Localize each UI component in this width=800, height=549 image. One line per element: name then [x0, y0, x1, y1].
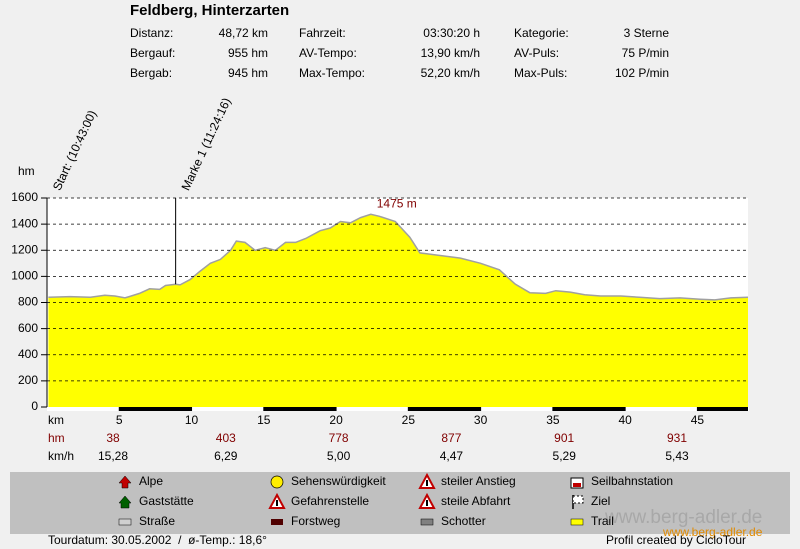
stat-value: 945 hm — [228, 66, 268, 80]
hm-value: 901 — [554, 431, 574, 445]
watermark-small: www.berg-adler.de — [662, 525, 763, 539]
scale-bar — [47, 407, 749, 411]
footer-left: Tourdatum: 30.05.2002 / ø-Temp.: 18,6° — [48, 533, 267, 547]
legend-label: Schotter — [441, 514, 486, 528]
kmh-value: 15,28 — [98, 449, 128, 463]
stat-label: Kategorie: — [514, 26, 569, 40]
title: Feldberg, Hinterzarten — [130, 2, 289, 19]
legend-icon — [271, 519, 283, 525]
kmh-value: 5,00 — [327, 449, 351, 463]
y-tick-label: 400 — [18, 347, 38, 361]
legend-icon — [572, 495, 584, 504]
legend-label: steiler Anstieg — [441, 474, 516, 488]
kmh-value: 5,43 — [665, 449, 689, 463]
footer-right: Profil created by CicloTour — [606, 533, 746, 547]
y-tick-label: 1600 — [11, 190, 38, 204]
hm-value: 931 — [667, 431, 687, 445]
stat-label: Fahrzeit: — [299, 26, 346, 40]
x-tick-label: 20 — [329, 413, 343, 427]
legend-icon — [118, 495, 132, 509]
legend-label: Gaststätte — [139, 494, 194, 508]
legend-label: Ziel — [591, 494, 610, 508]
x-axis-label: km — [48, 413, 64, 427]
y-axis-label: hm — [18, 164, 35, 178]
x-tick-label: 40 — [618, 413, 632, 427]
hm-value: 877 — [441, 431, 461, 445]
legend-label: Forstweg — [291, 514, 340, 528]
legend-label: steile Abfahrt — [441, 494, 511, 508]
stat-label: Bergab: — [130, 66, 172, 80]
hm-value: 38 — [106, 431, 120, 445]
stat-value: 13,90 km/h — [421, 46, 480, 60]
y-tick-label: 1000 — [11, 269, 38, 283]
x-tick-label: 25 — [402, 413, 416, 427]
stat-value: 52,20 km/h — [421, 66, 480, 80]
stat-label: Max-Puls: — [514, 66, 567, 80]
stat-value: 48,72 km — [219, 26, 268, 40]
kmh-value: 4,47 — [440, 449, 464, 463]
legend-label: Trail — [591, 514, 614, 528]
legend-icon — [118, 475, 132, 489]
stat-value: 3 Sterne — [624, 26, 670, 40]
x-tick-label: 5 — [116, 413, 123, 427]
peak-label: 1475 m — [377, 197, 417, 211]
stat-label: Bergauf: — [130, 46, 175, 60]
x-tick-label: 45 — [691, 413, 705, 427]
stat-label: Max-Tempo: — [299, 66, 365, 80]
legend-icon — [420, 518, 434, 526]
stat-value: 955 hm — [228, 46, 268, 60]
scale-bar-seg — [552, 407, 626, 411]
legend-label: Alpe — [139, 474, 163, 488]
kmh-value: 5,29 — [553, 449, 577, 463]
y-tick-label: 1200 — [11, 242, 38, 256]
scale-bar-seg — [263, 407, 337, 411]
area — [48, 214, 748, 407]
legend-box — [10, 472, 790, 534]
scale-bar-seg — [408, 407, 481, 411]
legend-icon — [570, 518, 584, 526]
scale-bar-seg — [119, 407, 192, 411]
stat-label: Distanz: — [130, 26, 173, 40]
legend-icon — [270, 475, 284, 489]
legend-label: Gefahrenstelle — [291, 494, 369, 508]
hm-value: 403 — [216, 431, 236, 445]
x-tick-label: 35 — [546, 413, 560, 427]
legend-label: Straße — [139, 514, 175, 528]
x-tick-label: 10 — [185, 413, 199, 427]
profile-line — [48, 213, 749, 301]
x-tick-label: 15 — [257, 413, 271, 427]
stat-value: 75 P/min — [622, 46, 669, 60]
y-tick-label: 600 — [18, 321, 38, 335]
stat-label: AV-Tempo: — [299, 46, 357, 60]
watermark: www.berg-adler.de — [604, 507, 762, 528]
stat-value: 102 P/min — [615, 66, 669, 80]
legend-label: Sehenswürdigkeit — [291, 474, 386, 488]
scale-bar-seg — [697, 407, 748, 411]
y-tick-label: 0 — [31, 399, 38, 413]
kmh-value: 6,29 — [214, 449, 238, 463]
marker-label: Marke 1 (11:24:16) — [179, 96, 234, 193]
y-tick-label: 200 — [18, 373, 38, 387]
legend-icon — [573, 483, 581, 487]
y-tick-label: 800 — [18, 295, 38, 309]
legend-icon — [426, 500, 428, 506]
legend-icon — [118, 518, 132, 526]
legend-icon — [426, 480, 428, 486]
stat-value: 03:30:20 h — [423, 26, 480, 40]
legend-label: Seilbahnstation — [591, 474, 673, 488]
stat-label: AV-Puls: — [514, 46, 559, 60]
x-tick-label: 30 — [474, 413, 488, 427]
hm-row-label: hm — [48, 431, 65, 445]
legend-icon — [276, 500, 278, 506]
marker-label: Start: (10:43:00) — [50, 108, 99, 193]
kmh-row-label: km/h — [48, 449, 74, 463]
y-tick-label: 1400 — [11, 216, 38, 230]
hm-value: 778 — [329, 431, 349, 445]
